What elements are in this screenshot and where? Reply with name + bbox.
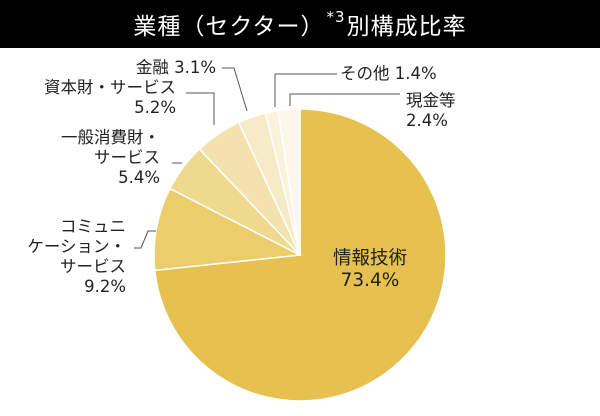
- slice-label-0-line-0: 情報技術: [333, 248, 407, 269]
- slice-label-2-line-0: 一般消費財・: [61, 128, 160, 147]
- slice-label-1-line-0: コミュニ: [60, 217, 126, 236]
- leader-line-4: [222, 67, 248, 112]
- leader-line-3: [186, 92, 215, 125]
- slice-label-6-line-0: 現金等: [406, 91, 456, 110]
- slice-label-3-line-1: 5.2%: [134, 98, 176, 117]
- slice-label-2-line-1: サービス: [94, 148, 160, 167]
- chart-title-tail: 別構成比率: [346, 14, 467, 40]
- pie-slice-6: [277, 108, 301, 256]
- slice-label-1-line-3: 9.2%: [84, 277, 126, 296]
- chart-title-main: 業種（セクター）: [133, 14, 325, 40]
- slice-label-5-line-0: その他 1.4%: [340, 64, 437, 83]
- slice-label-6-line-1: 2.4%: [406, 111, 448, 130]
- slice-label-1-line-1: ケーション・: [27, 237, 126, 256]
- leader-line-1: [134, 230, 156, 249]
- leader-line-5: [274, 73, 337, 107]
- pie-slice-1: [153, 187, 303, 272]
- slice-label-4-line-0: 金融 3.1%: [136, 58, 216, 77]
- slice-label-1-line-2: サービス: [60, 257, 126, 276]
- slice-label-3-line-0: 資本財・サービス: [44, 78, 176, 97]
- chart-title-footnote: *3: [326, 8, 346, 26]
- chart-title: 業種（セクター） *3 別構成比率: [0, 0, 600, 48]
- leader-line-6: [289, 93, 400, 106]
- slice-label-2-line-2: 5.4%: [118, 168, 160, 187]
- slice-label-0-line-1: 73.4%: [341, 270, 400, 291]
